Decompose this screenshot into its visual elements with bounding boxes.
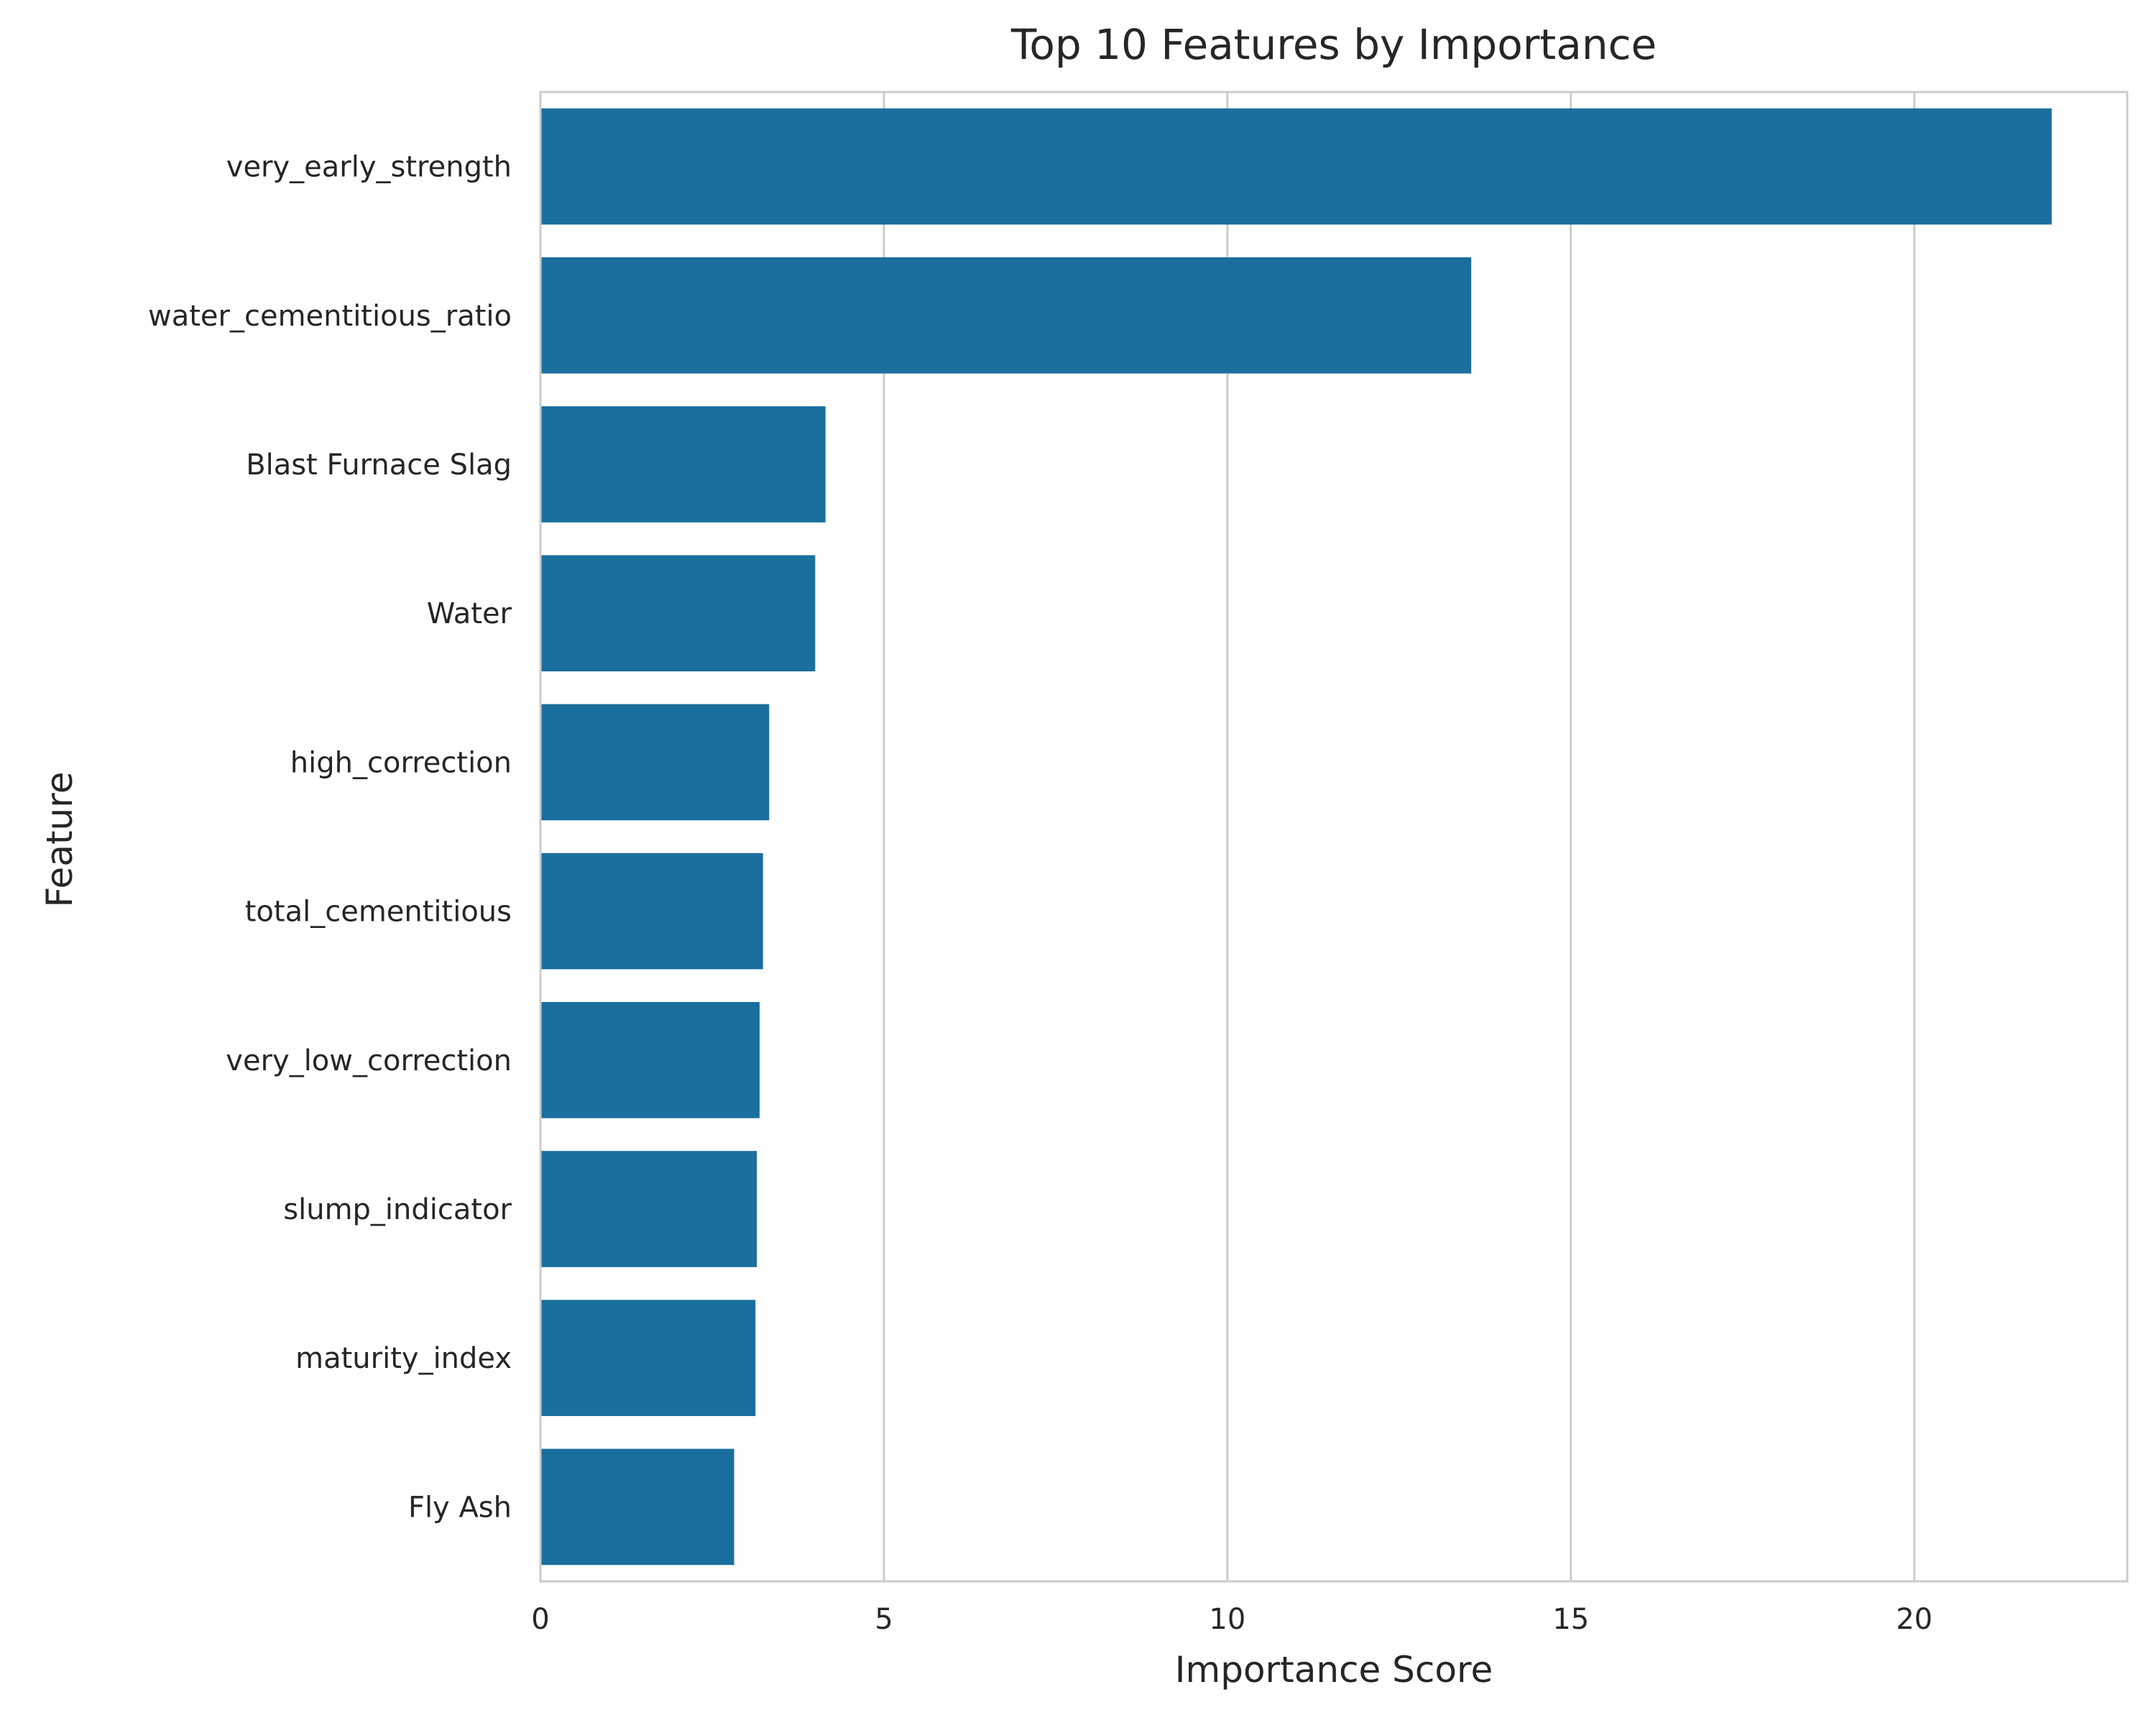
x-tick-label: 20	[1896, 1603, 1932, 1636]
y-tick-labels: very_early_strength water_cementitious_ra…	[148, 151, 512, 1525]
y-tick-label: Water	[427, 597, 512, 630]
y-tick-label: Blast Furnace Slag	[246, 449, 512, 482]
y-tick-label: water_cementitious_ratio	[148, 300, 512, 333]
bar	[540, 555, 816, 672]
bar	[540, 852, 763, 970]
x-axis-label: Importance Score	[1175, 1649, 1493, 1691]
x-tick-label: 10	[1209, 1603, 1245, 1636]
y-tick-label: maturity_index	[295, 1342, 512, 1375]
bar	[540, 108, 2052, 225]
bars	[540, 108, 2052, 1566]
bar	[540, 1448, 734, 1566]
y-tick-label: Fly Ash	[408, 1491, 512, 1524]
y-axis-label: Feature	[39, 772, 80, 908]
x-tick-label: 15	[1552, 1603, 1589, 1636]
x-tick-label: 5	[875, 1603, 893, 1636]
plot-frame	[539, 91, 2129, 1583]
bar	[540, 1001, 760, 1118]
y-tick-label: high_correction	[290, 746, 512, 779]
x-tick-labels: 0 5 10 15 20	[531, 1603, 1932, 1636]
chart-title: Top 10 Features by Importance	[1010, 20, 1657, 69]
y-tick-label: slump_indicator	[283, 1193, 512, 1226]
bar	[540, 1151, 757, 1267]
bar	[540, 704, 770, 821]
y-tick-label: very_low_correction	[226, 1044, 512, 1077]
bar	[540, 1300, 756, 1417]
y-tick-label: total_cementitious	[245, 896, 512, 929]
x-tick-label: 0	[531, 1603, 549, 1636]
bar	[540, 406, 826, 523]
bar	[540, 257, 1472, 374]
y-tick-label: very_early_strength	[226, 151, 512, 184]
